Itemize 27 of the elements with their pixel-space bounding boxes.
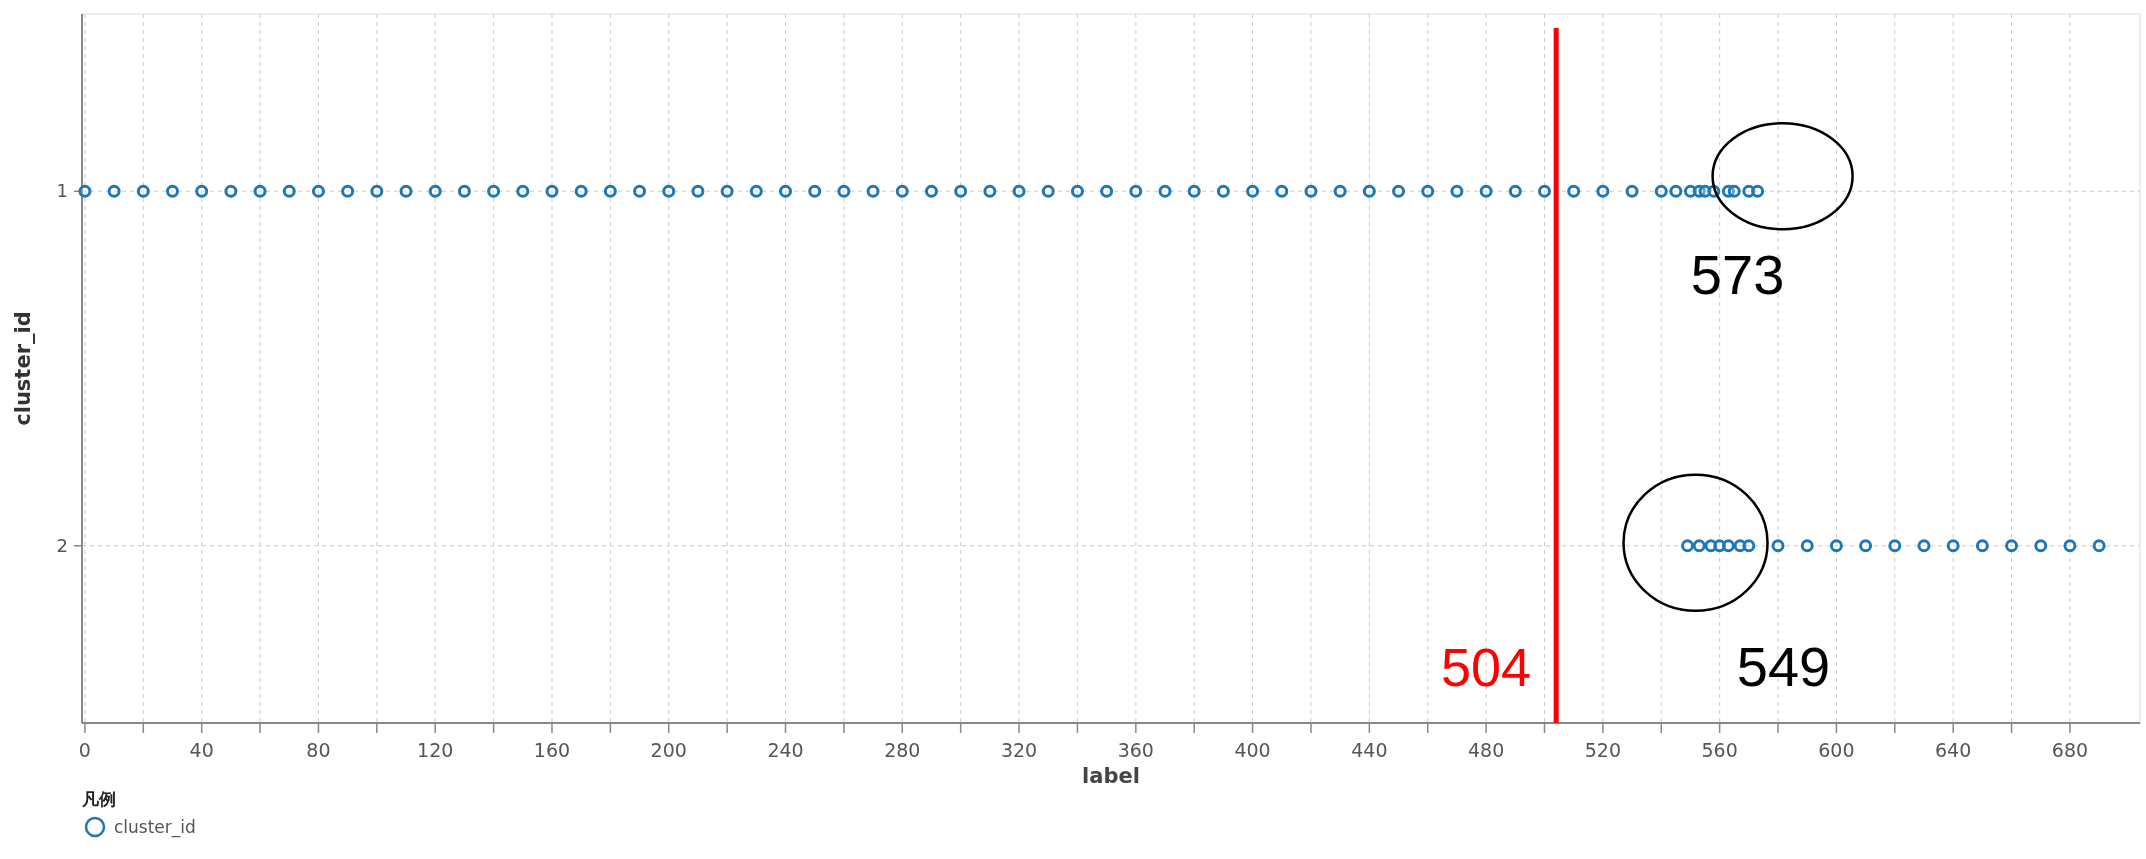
- y-tick-label: 1: [56, 180, 68, 202]
- x-tick-label: 520: [1584, 739, 1622, 761]
- y-tick-label: 2: [56, 534, 68, 556]
- legend-label: cluster_id: [114, 817, 196, 838]
- x-tick-label: 600: [1818, 739, 1855, 761]
- y-axis-title: cluster_id: [11, 311, 35, 426]
- x-tick-label: 120: [417, 739, 454, 761]
- x-tick-label: 240: [767, 739, 804, 761]
- x-tick-label: 360: [1117, 739, 1154, 761]
- ref-line-label: 504: [1441, 637, 1532, 697]
- x-tick-label: 200: [650, 739, 687, 761]
- x-tick-label: 680: [2051, 739, 2089, 761]
- x-axis-title: label: [1082, 764, 1140, 788]
- x-tick-label: 160: [533, 739, 571, 761]
- x-tick-label: 40: [189, 739, 214, 761]
- x-tick-label: 640: [1935, 739, 1972, 761]
- x-tick-label: 80: [306, 739, 331, 761]
- annotation: 549: [1736, 634, 1831, 698]
- legend-title: 凡例: [81, 789, 116, 809]
- x-tick-label: 560: [1701, 739, 1738, 761]
- x-tick-label: 440: [1351, 739, 1388, 761]
- x-tick-label: 480: [1467, 739, 1505, 761]
- x-tick-label: 320: [1000, 739, 1038, 761]
- x-tick-label: 280: [884, 739, 921, 761]
- x-tick-label: 400: [1234, 739, 1271, 761]
- annotation: 573: [1690, 243, 1785, 307]
- x-tick-label: 0: [78, 739, 91, 761]
